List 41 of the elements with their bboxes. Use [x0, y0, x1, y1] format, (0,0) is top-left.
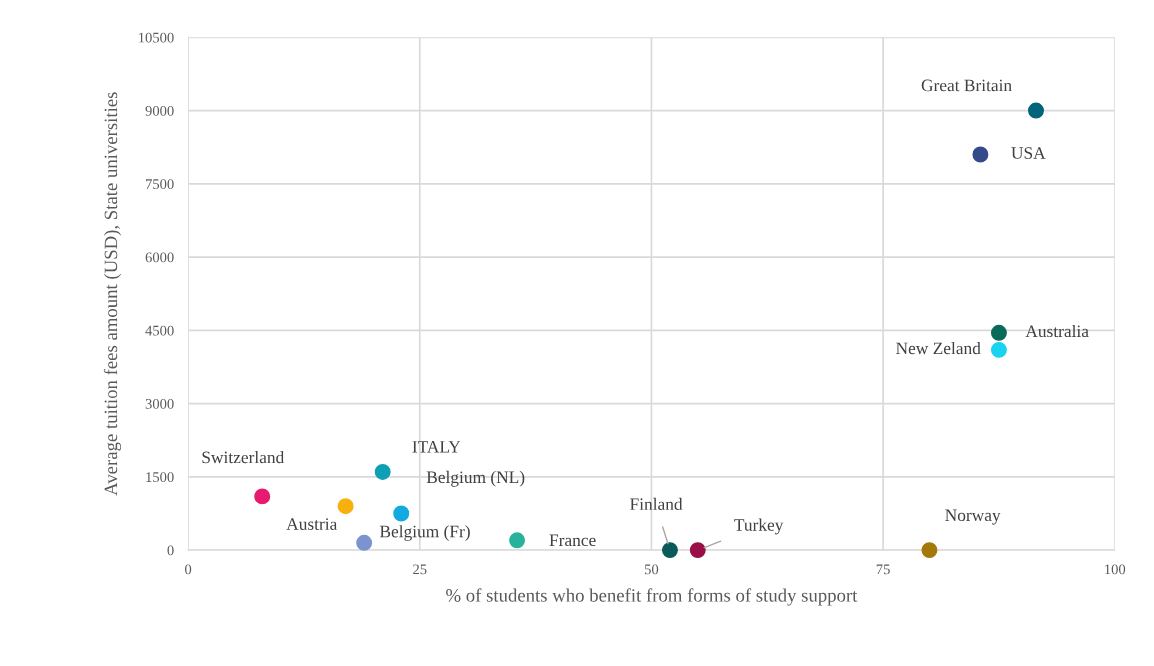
y-tick-label: 3000 [145, 398, 174, 409]
point [337, 498, 354, 515]
x-tick-label: 75 [876, 564, 890, 575]
point [254, 488, 271, 505]
series-label: Great Britain [921, 79, 1012, 92]
point [921, 542, 938, 559]
x-axis-title: % of students who benefit from forms of study support [446, 588, 858, 606]
point [990, 324, 1007, 341]
point [661, 542, 678, 559]
x-tick-label: 0 [185, 564, 192, 575]
point [509, 532, 526, 549]
point [972, 146, 989, 163]
series-label: Norway [945, 509, 1001, 525]
series-label: Belgium (Fr) [379, 525, 470, 541]
y-tick-label: 0 [167, 545, 174, 556]
series-label: Belgium (NL) [426, 470, 525, 487]
series-label: ITALY [412, 441, 461, 453]
y-tick-label: 9000 [145, 105, 174, 116]
series-label: France [549, 534, 596, 547]
x-tick-label: 50 [644, 564, 659, 575]
y-tick-label: 10500 [139, 32, 174, 43]
series-label: Switzerland [202, 451, 285, 464]
y-tick-label: 4500 [145, 325, 174, 336]
y-axis-title: Average tuition fees amount (USD), State universities [103, 92, 122, 496]
y-tick-label: 7500 [146, 179, 174, 190]
x-tick-label: 25 [413, 564, 427, 575]
point [990, 341, 1007, 358]
series-label: USA [1011, 147, 1046, 159]
y-tick-label: 6000 [145, 252, 174, 263]
series-label: Turkey [734, 518, 784, 535]
point [374, 463, 391, 480]
point [356, 534, 373, 551]
series-label: New Zeland [896, 342, 981, 355]
point [393, 505, 410, 522]
point [689, 542, 706, 559]
point [1028, 102, 1044, 119]
text: Finland [630, 497, 683, 511]
y-tick-label: 1500 [146, 472, 174, 483]
series-label: Australia [1025, 324, 1089, 338]
x-tick-label: 100 [1105, 564, 1126, 575]
series-label: Austria [286, 518, 338, 530]
